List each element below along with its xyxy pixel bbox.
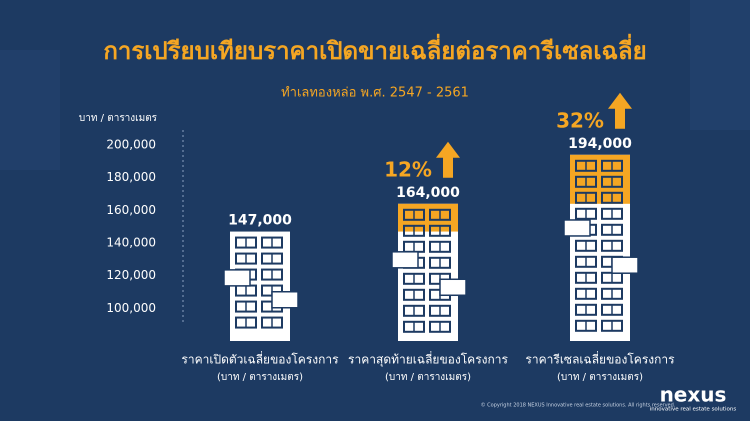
balcony	[611, 256, 639, 274]
arrow	[436, 141, 460, 178]
chart-title: การเปรียบเทียบราคาเปิดขายเฉลี่ยต่อราคารี…	[103, 33, 646, 65]
value-label: 164,000	[396, 185, 460, 201]
y-tick-label: 140,000	[106, 236, 156, 250]
x-tick-label: ราคาสุดท้ายเฉลี่ยของโครงการ	[348, 351, 508, 368]
balcony	[391, 251, 419, 269]
balcony	[223, 269, 251, 287]
x-tick-note: (บาท / ตารางเมตร)	[557, 372, 643, 383]
bar-increase	[570, 154, 630, 204]
copyright: © Copyright 2018 NEXUS Innovative real e…	[481, 402, 676, 409]
x-tick-label: ราคารีเซลเฉลี่ยของโครงการ	[525, 351, 675, 367]
x-tick-note: (บาท / ตารางเมตร)	[217, 372, 303, 383]
annotation: 12%	[384, 157, 432, 181]
annotation: 32%	[556, 108, 604, 132]
y-tick-label: 120,000	[106, 268, 156, 282]
x-tick-label: ราคาเปิดตัวเฉลี่ยของโครงการ	[181, 351, 339, 367]
logo: nexus	[660, 383, 727, 407]
chart-subtitle: ทำเลทองหล่อ พ.ศ. 2547 - 2561	[281, 86, 469, 101]
y-tick-label: 160,000	[106, 203, 156, 217]
y-tick-label: 200,000	[106, 138, 156, 152]
value-label: 194,000	[568, 136, 632, 152]
decor	[0, 50, 60, 170]
value-label: 147,000	[228, 213, 292, 229]
balcony	[563, 219, 591, 237]
y-tick-label: 180,000	[106, 170, 156, 184]
arrow	[608, 92, 632, 129]
tagline: innovative real estate solutions	[650, 407, 737, 413]
x-tick-note: (บาท / ตารางเมตร)	[385, 372, 471, 383]
y-tick-label: 100,000	[106, 301, 156, 315]
y-axis-label: บาท / ตารางเมตร	[79, 113, 158, 124]
balcony	[439, 278, 467, 297]
decor	[690, 0, 750, 130]
bar-increase	[398, 203, 458, 232]
balcony	[271, 291, 299, 309]
